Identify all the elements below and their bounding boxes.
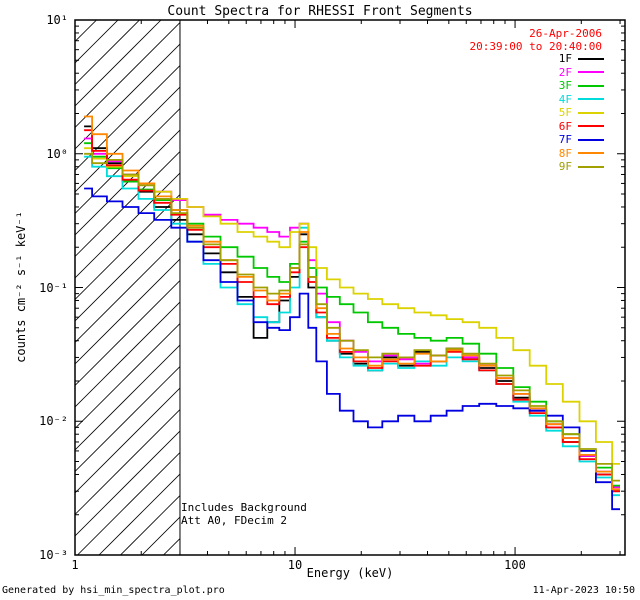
y-tick-label-10e-3: 10⁻³	[39, 548, 68, 562]
legend-entry-1f: 1F	[559, 52, 604, 66]
x-axis-label: Energy (keV)	[306, 566, 394, 580]
legend-entry-7f: 7F	[559, 133, 604, 147]
legend-entry-5f: 5F	[559, 106, 604, 120]
y-tick-label-10e-2: 10⁻²	[39, 414, 68, 428]
legend-label: 2F	[558, 65, 572, 79]
footer-generator: Generated by hsi_min_spectra_plot.pro	[2, 585, 225, 596]
series-line-6F	[84, 129, 620, 493]
legend-label: 3F	[558, 79, 572, 93]
x-tick-label-10: 10	[287, 558, 303, 572]
legend-label: 7F	[558, 133, 572, 147]
y-tick-label-10e0: 10⁰	[46, 147, 68, 161]
legend-color-line	[578, 57, 604, 60]
legend-entry-6f: 6F	[559, 120, 604, 134]
series-line-3F	[84, 142, 620, 487]
legend-label: 9F	[558, 160, 572, 174]
legend-color-line	[578, 125, 604, 128]
legend: 1F 2F 3F 4F 5F 6F 7F 8F 9F	[559, 52, 604, 174]
legend-entry-9f: 9F	[559, 160, 604, 174]
legend-label: 6F	[558, 119, 572, 133]
series-line-7F	[84, 187, 620, 511]
series-line-8F	[84, 115, 620, 491]
legend-label: 4F	[558, 92, 572, 106]
legend-label: 8F	[558, 146, 572, 160]
y-tick-label-10e1: 10¹	[46, 13, 68, 27]
legend-color-line	[578, 165, 604, 168]
legend-label: 5F	[558, 106, 572, 120]
axis-ticks	[74, 19, 625, 556]
series-line-1F	[84, 125, 620, 493]
legend-color-line	[578, 111, 604, 114]
legend-entry-8f: 8F	[559, 147, 604, 161]
legend-color-line	[578, 71, 604, 74]
excluded-region-hatch	[75, 20, 180, 555]
x-tick-label-1: 1	[71, 558, 79, 572]
x-tick-label-100: 100	[504, 558, 526, 572]
legend-color-line	[578, 84, 604, 87]
legend-color-line	[578, 98, 604, 101]
legend-color-line	[578, 152, 604, 155]
annotation-attenuator: Att A0, FDecim 2	[181, 514, 287, 527]
legend-label: 1F	[558, 52, 572, 66]
spectra-curves	[84, 115, 620, 511]
plot-title: Count Spectra for RHESSI Front Segments	[167, 4, 473, 19]
footer-timestamp: 11-Apr-2023 10:50	[532, 585, 635, 596]
legend-entry-4f: 4F	[559, 93, 604, 107]
series-line-5F	[84, 147, 620, 465]
legend-entry-2f: 2F	[559, 66, 604, 80]
legend-entry-3f: 3F	[559, 79, 604, 93]
obs-date: 26-Apr-2006	[529, 27, 602, 40]
legend-color-line	[578, 138, 604, 141]
annotation-background: Includes Background	[181, 501, 307, 514]
series-line-9F	[84, 152, 620, 482]
series-line-4F	[84, 155, 620, 497]
obs-time-range: 20:39:00 to 20:40:00	[469, 40, 602, 53]
y-tick-label-10e-1: 10⁻¹	[39, 281, 68, 295]
